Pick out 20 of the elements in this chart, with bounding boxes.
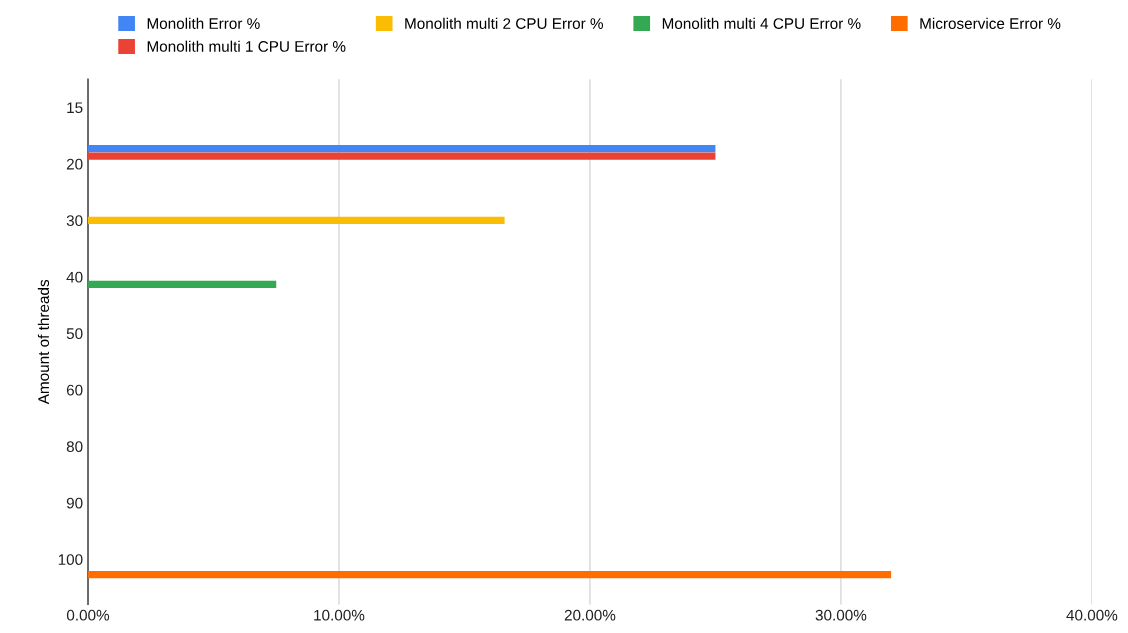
x-tick-label: 20.00% [564,609,616,621]
y-tick-label: 40 [66,271,83,283]
x-tick-label: 0.00% [66,609,110,621]
y-tick-label: 90 [66,497,83,509]
x-tick-label: 40.00% [1066,609,1118,621]
x-tick-label: 10.00% [314,609,365,621]
x-tick-label: 30.00% [815,609,867,621]
y-axis-title: Amount of threads [37,279,50,405]
legend-label: Monolith multi 1 CPU Error % [147,40,346,52]
y-tick-label: 15 [67,102,83,114]
legend-label: Monolith multi 2 CPU Error % [405,17,604,29]
y-tick-label: 100 [58,554,83,566]
y-tick-label: 60 [66,384,83,396]
y-tick-label: 80 [66,441,83,453]
legend-label: Monolith multi 4 CPU Error % [662,17,861,29]
y-tick-label: 50 [66,328,83,340]
legend-label: Monolith Error % [147,17,260,29]
y-tick-label: 20 [66,158,83,170]
y-tick-label: 30 [66,215,83,227]
legend-label: Microservice Error % [920,17,1061,29]
